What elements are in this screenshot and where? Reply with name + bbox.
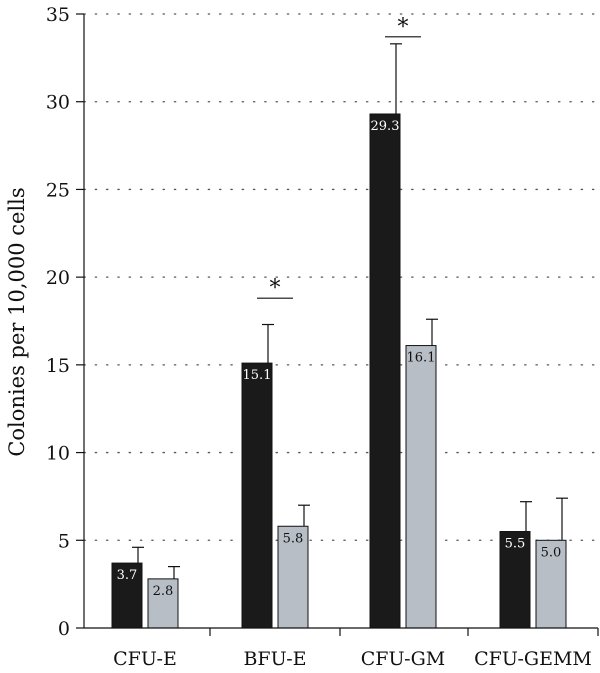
bar-value-label: 5.5 (505, 537, 526, 552)
bar (277, 525, 309, 629)
y-axis-title: Colonies per 10,000 cells (5, 187, 29, 456)
bar-value-label: 2.8 (153, 584, 174, 599)
bar (241, 362, 273, 629)
x-tick-label: CFU-GM (361, 648, 445, 670)
y-tick-label: 5 (58, 530, 70, 552)
bar (405, 345, 437, 629)
significance-star: * (398, 15, 409, 40)
y-tick-label: 15 (46, 355, 70, 377)
x-tick-label: BFU-E (243, 648, 306, 670)
axes: 0 5 10 15 20 25 30 35 CFU-E BFU-E CFU-GM CFU-GEMM (46, 4, 599, 670)
bar-value-label: 3.7 (117, 568, 138, 583)
x-tick-label: CFU-GEMM (474, 648, 592, 670)
y-tick-label: 30 (46, 92, 70, 114)
y-tick-label: 25 (46, 179, 70, 201)
bar (535, 539, 567, 629)
bar (369, 113, 401, 629)
y-tick-label: 0 (58, 618, 70, 640)
x-tick-label: CFU-E (113, 648, 177, 670)
bar-value-label: 5.8 (283, 531, 304, 546)
bars: 3.7 15.1 29.3 5.5 2.8 5.8 16.1 5.0 * * (111, 15, 568, 629)
y-tick-label: 35 (46, 4, 70, 26)
bar-value-label: 15.1 (243, 368, 272, 383)
bar-value-label: 29.3 (371, 119, 400, 134)
y-tick-label: 10 (46, 443, 70, 465)
gridlines (83, 13, 599, 541)
bar-value-label: 16.1 (407, 351, 436, 366)
significance-star: * (270, 276, 281, 301)
bar-value-label: 5.0 (541, 545, 562, 560)
y-tick-label: 20 (46, 267, 70, 289)
bar (111, 562, 143, 629)
